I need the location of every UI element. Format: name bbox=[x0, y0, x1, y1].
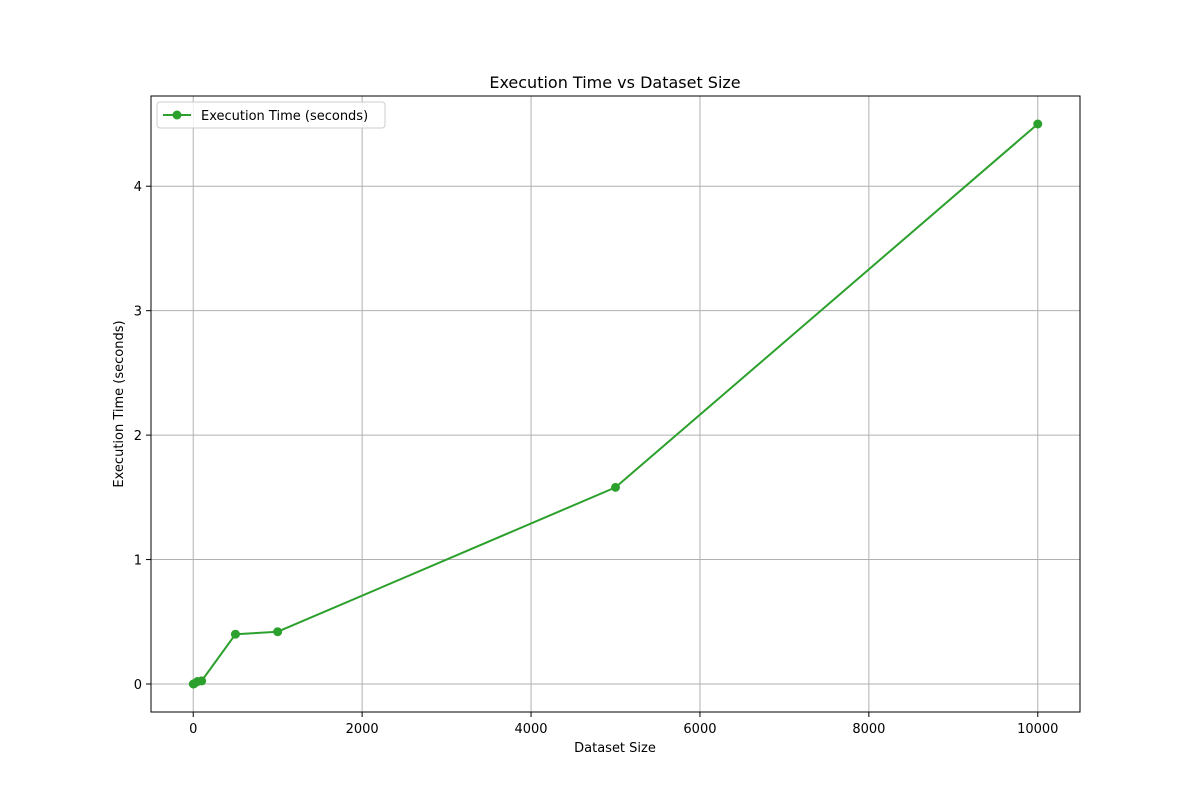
series-layer bbox=[188, 119, 1043, 689]
grid-lines bbox=[151, 96, 1080, 712]
data-point bbox=[1033, 119, 1043, 129]
x-tick-label: 10000 bbox=[1017, 722, 1058, 737]
data-point bbox=[273, 627, 283, 637]
y-tick-label: 4 bbox=[134, 180, 142, 195]
x-tick-label: 2000 bbox=[346, 722, 379, 737]
x-tick-label: 4000 bbox=[514, 722, 547, 737]
x-tick-label: 8000 bbox=[852, 722, 885, 737]
legend: Execution Time (seconds) bbox=[156, 101, 386, 129]
y-tick-label: 3 bbox=[134, 305, 142, 320]
x-tick-label: 0 bbox=[189, 722, 197, 737]
data-point bbox=[230, 629, 240, 639]
legend-label: Execution Time (seconds) bbox=[201, 109, 368, 124]
y-tick-label: 1 bbox=[134, 554, 142, 569]
x-axis-label: Dataset Size bbox=[574, 741, 656, 756]
y-tick-label: 0 bbox=[134, 678, 142, 693]
axes: 0 2000 4000 6000 8000 10000 0 1 2 3 4 bbox=[134, 180, 1059, 737]
series-line bbox=[192, 123, 1039, 685]
y-axis-label: Execution Time (seconds) bbox=[112, 320, 127, 487]
data-point bbox=[197, 676, 207, 686]
legend-marker-sample bbox=[172, 110, 182, 120]
chart-title: Execution Time vs Dataset Size bbox=[489, 73, 740, 92]
plot-frame bbox=[150, 95, 1081, 713]
data-point bbox=[611, 482, 620, 492]
y-tick-label: 2 bbox=[134, 429, 142, 444]
legend-box bbox=[156, 101, 386, 129]
x-tick-label: 6000 bbox=[683, 722, 716, 737]
